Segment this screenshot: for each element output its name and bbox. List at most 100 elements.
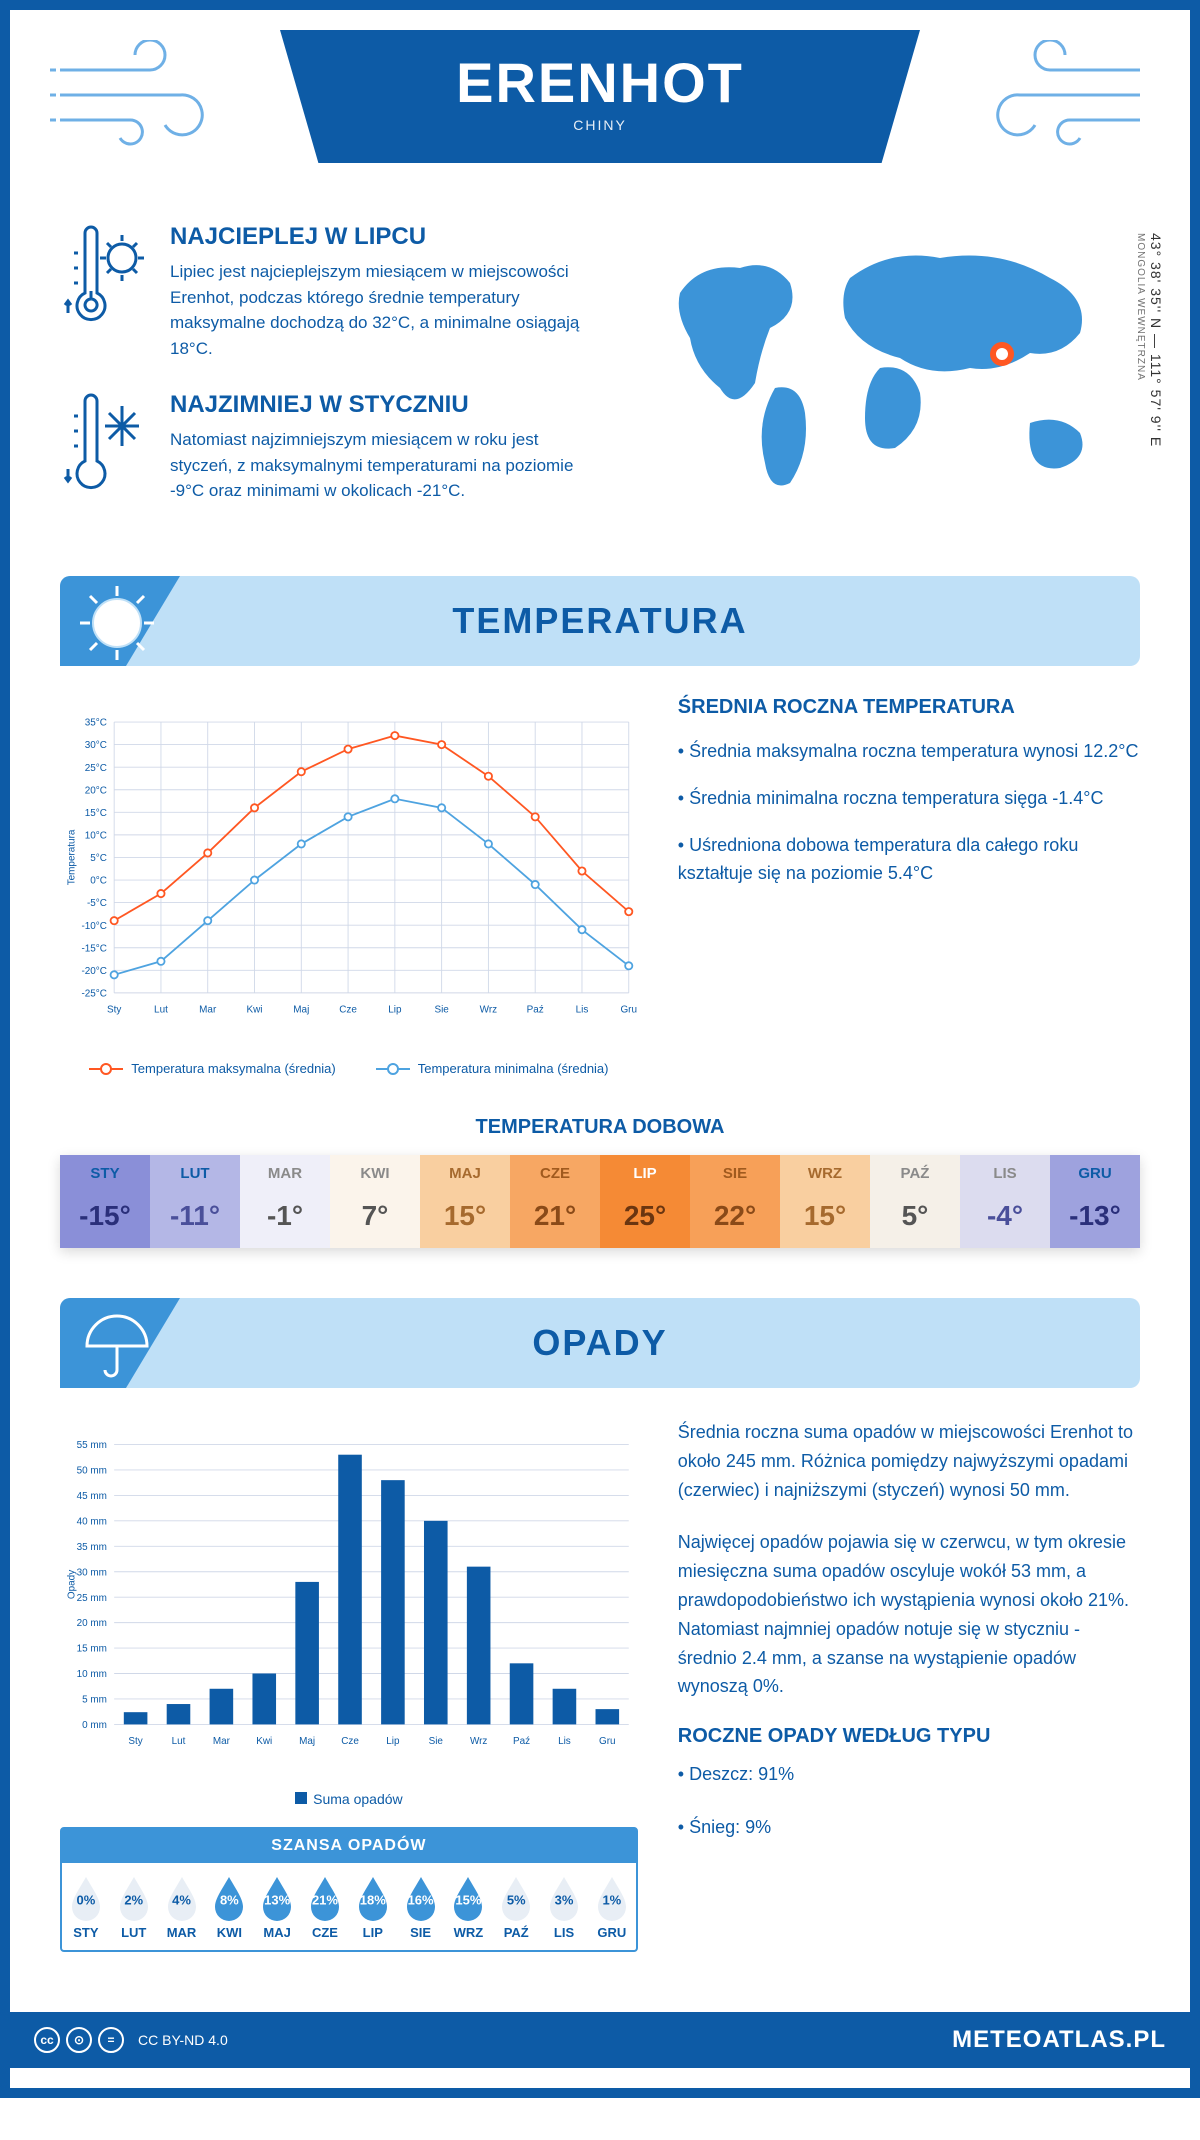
raindrop-icon: 21% [307,1875,343,1921]
chance-cell: 2% LUT [110,1863,158,1950]
chance-month: MAR [158,1925,206,1940]
daily-value: -13° [1050,1190,1140,1232]
coldest-title: NAJZIMNIEJ W STYCZNIU [170,391,600,419]
svg-text:20°C: 20°C [85,785,107,796]
chance-month: LIP [349,1925,397,1940]
daily-temp-strip: STY -15° LUT -11° MAR -1° KWI 7° MAJ 15°… [60,1155,1140,1248]
legend-label: Temperatura minimalna (średnia) [418,1061,609,1076]
svg-text:Sty: Sty [107,1005,121,1016]
umbrella-icon [78,1306,156,1384]
temp-bullet: • Średnia maksymalna roczna temperatura … [678,737,1140,766]
svg-text:Wrz: Wrz [480,1005,497,1016]
temp-title: TEMPERATURA [452,600,747,642]
svg-text:35°C: 35°C [85,718,107,729]
chance-value: 18% [360,1893,386,1908]
chance-value: 4% [172,1893,191,1908]
daily-value: 5° [870,1190,960,1232]
chance-value: 13% [264,1893,290,1908]
daily-value: 15° [780,1190,870,1232]
svg-text:Cze: Cze [339,1005,357,1016]
svg-text:Wrz: Wrz [470,1736,487,1747]
daily-value: 22° [690,1190,780,1232]
footer: cc ⊙ = CC BY-ND 4.0 METEOATLAS.PL [10,2012,1190,2068]
svg-text:Lip: Lip [386,1736,400,1747]
daily-month: CZE [510,1165,600,1190]
title-banner: ERENHOT CHINY [280,30,920,163]
thermometer-sun-icon [60,223,150,361]
raindrop-icon: 4% [164,1875,200,1921]
coldest-block: NAJZIMNIEJ W STYCZNIU Natomiast najzimni… [60,391,610,506]
chance-month: SIE [397,1925,445,1940]
cc-icons: cc ⊙ = [34,2027,124,2053]
coordinates: 43° 38' 35'' N — 111° 57' 9'' E MONGOLIA… [1132,233,1164,447]
svg-text:Lip: Lip [388,1005,402,1016]
daily-month: PAŹ [870,1165,960,1190]
raindrop-icon: 15% [450,1875,486,1921]
chance-cell: 21% CZE [301,1863,349,1950]
cc-nd-icon: = [98,2027,124,2053]
daily-month: MAR [240,1165,330,1190]
daily-cell: MAJ 15° [420,1155,510,1248]
chance-value: 5% [507,1893,526,1908]
chance-cell: 4% MAR [158,1863,206,1950]
warmest-body: Lipiec jest najcieplejszym miesiącem w m… [170,259,600,361]
svg-text:55 mm: 55 mm [77,1440,107,1451]
raindrop-icon: 13% [259,1875,295,1921]
svg-text:5°C: 5°C [90,853,107,864]
precip-type-title: ROCZNE OPADY WEDŁUG TYPU [678,1725,1140,1748]
chance-value: 21% [312,1893,338,1908]
precip-bar-chart: 0 mm5 mm10 mm15 mm20 mm25 mm30 mm35 mm40… [60,1418,638,1807]
svg-text:-5°C: -5°C [87,898,107,909]
daily-value: 25° [600,1190,690,1232]
svg-text:25°C: 25°C [85,763,107,774]
daily-cell: SIE 22° [690,1155,780,1248]
chance-cell: 15% WRZ [445,1863,493,1950]
sun-icon [78,584,156,662]
svg-text:35 mm: 35 mm [77,1542,107,1553]
svg-text:Mar: Mar [213,1736,231,1747]
svg-text:Gru: Gru [599,1736,616,1747]
temp-bullet: • Uśredniona dobowa temperatura dla całe… [678,831,1140,889]
map-marker-icon [990,342,1014,366]
chance-cell: 0% STY [62,1863,110,1950]
brand-text: METEOATLAS.PL [952,2026,1166,2054]
svg-text:Sie: Sie [429,1736,444,1747]
svg-text:Kwi: Kwi [247,1005,263,1016]
svg-text:25 mm: 25 mm [77,1593,107,1604]
daily-month: KWI [330,1165,420,1190]
raindrop-icon: 0% [68,1875,104,1921]
daily-cell: PAŹ 5° [870,1155,960,1248]
raindrop-icon: 18% [355,1875,391,1921]
raindrop-icon: 1% [594,1875,630,1921]
svg-text:50 mm: 50 mm [77,1466,107,1477]
chance-month: LIS [540,1925,588,1940]
daily-month: WRZ [780,1165,870,1190]
warmest-block: NAJCIEPLEJ W LIPCU Lipiec jest najcieple… [60,223,610,361]
temp-info: ŚREDNIA ROCZNA TEMPERATURA • Średnia mak… [678,696,1140,1076]
svg-text:Lut: Lut [172,1736,186,1747]
chance-cell: 13% MAJ [253,1863,301,1950]
svg-text:45 mm: 45 mm [77,1491,107,1502]
svg-text:40 mm: 40 mm [77,1516,107,1527]
svg-text:Maj: Maj [299,1736,315,1747]
chance-month: PAŹ [492,1925,540,1940]
chance-value: 15% [455,1893,481,1908]
daily-value: 15° [420,1190,510,1232]
daily-month: SIE [690,1165,780,1190]
wind-icon [50,40,220,150]
daily-cell: CZE 21° [510,1155,600,1248]
chance-cell: 8% KWI [205,1863,253,1950]
precip-section-header: OPADY [60,1298,1140,1388]
chance-month: MAJ [253,1925,301,1940]
chance-cell: 18% LIP [349,1863,397,1950]
intro-row: NAJCIEPLEJ W LIPCU Lipiec jest najcieple… [10,203,1190,576]
warmest-title: NAJCIEPLEJ W LIPCU [170,223,600,251]
legend-item: .legend-swatch[style*='#4ea3e0']::before… [376,1061,609,1076]
chance-cell: 1% GRU [588,1863,636,1950]
svg-text:Maj: Maj [293,1005,309,1016]
daily-cell: STY -15° [60,1155,150,1248]
chance-month: WRZ [445,1925,493,1940]
legend-label: Temperatura maksymalna (średnia) [131,1061,335,1076]
svg-text:10°C: 10°C [85,830,107,841]
svg-text:0°C: 0°C [90,876,107,887]
